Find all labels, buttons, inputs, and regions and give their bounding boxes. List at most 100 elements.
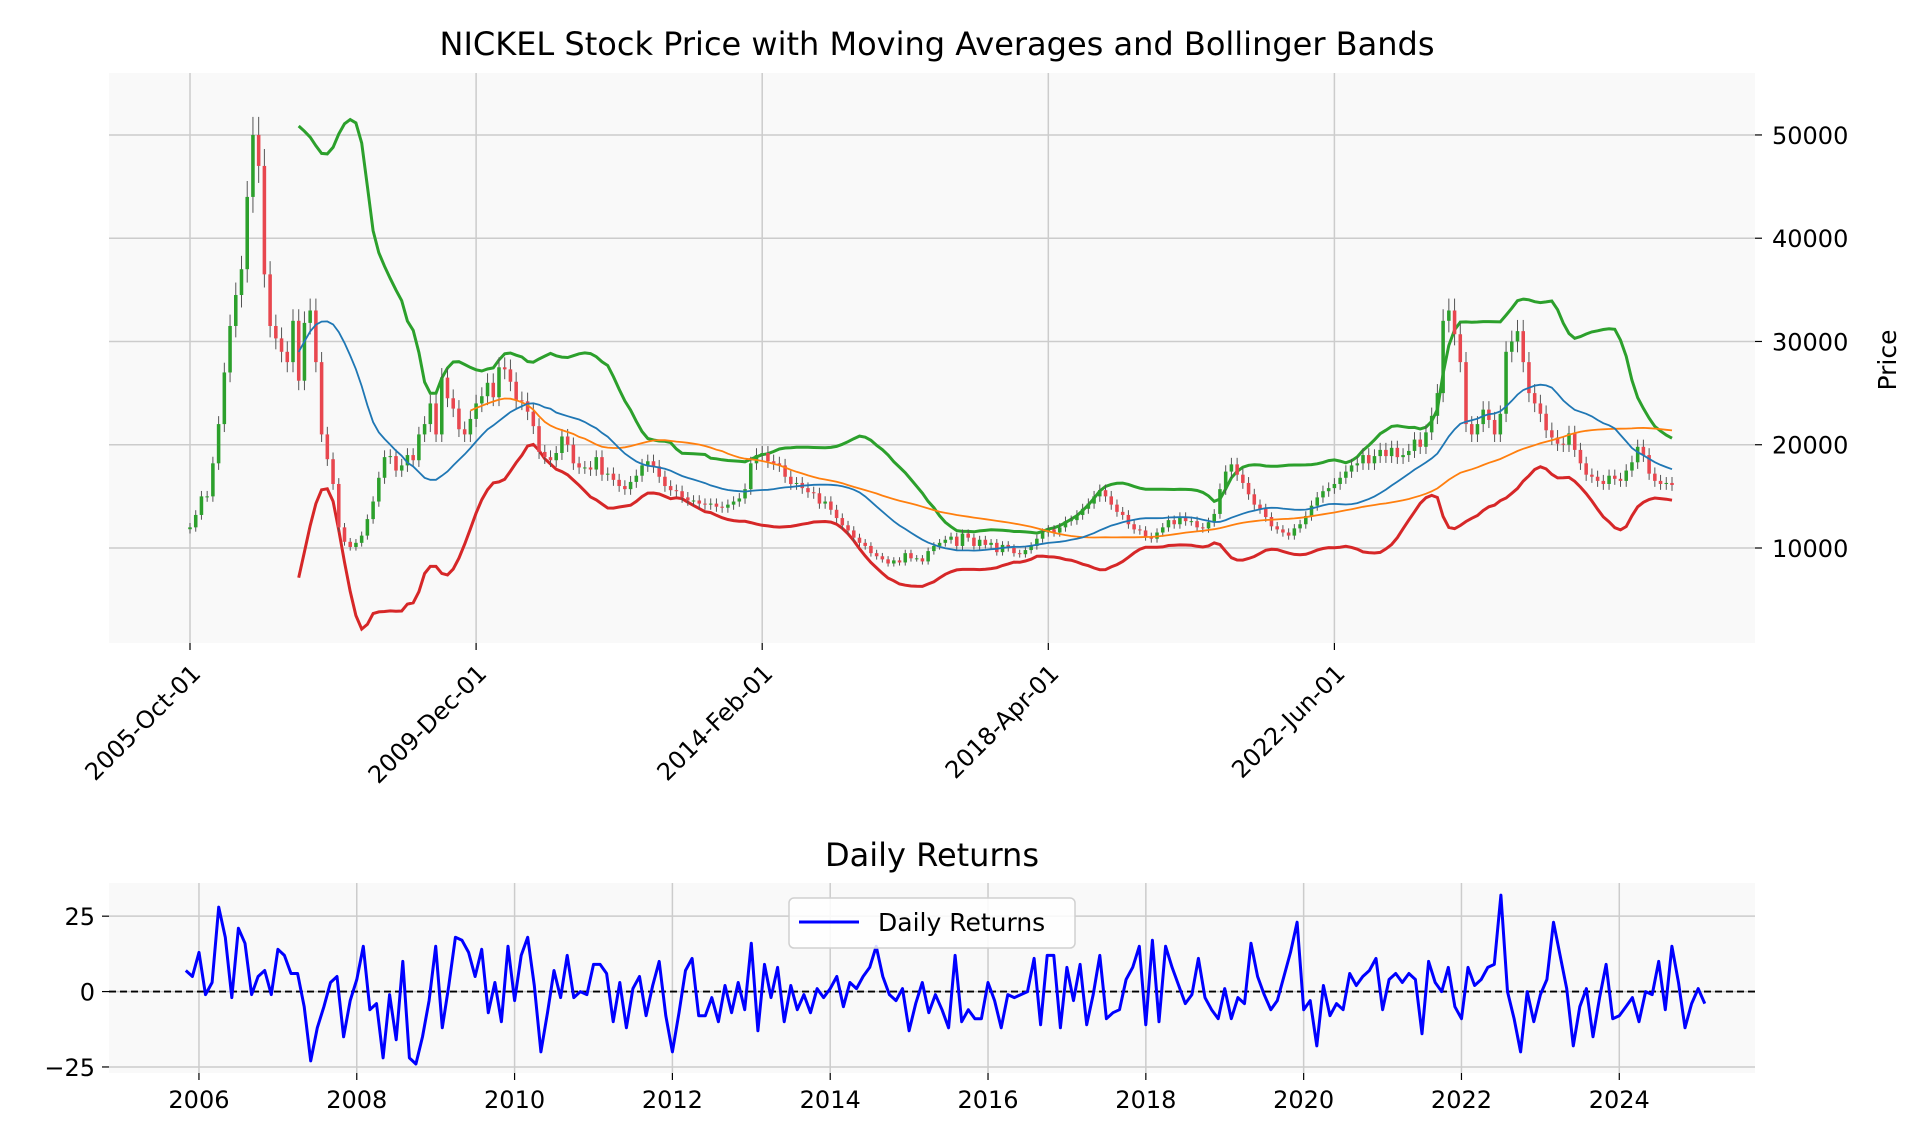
candlestick <box>291 309 295 373</box>
candlestick <box>1613 469 1617 485</box>
candle-body <box>737 498 742 502</box>
price-y-tick-label: 50000 <box>1772 122 1848 150</box>
candle-body <box>1418 439 1423 447</box>
candlestick <box>228 314 232 383</box>
candle-body <box>846 525 850 531</box>
candle-body <box>949 536 953 540</box>
moving-averages <box>297 320 1673 552</box>
candle-body <box>1429 415 1434 433</box>
candle-body <box>394 456 398 471</box>
candlestick <box>1424 424 1428 454</box>
candle-body <box>319 362 324 435</box>
returns-series <box>109 893 1755 1066</box>
candlestick <box>783 458 787 483</box>
candlestick <box>325 426 330 466</box>
candle-body <box>468 418 473 435</box>
candle-body <box>1195 521 1199 528</box>
candlestick <box>1252 488 1257 510</box>
candlestick <box>1584 456 1588 481</box>
candle-body <box>594 457 599 470</box>
candle-body <box>1653 473 1657 481</box>
candle-body <box>411 455 415 461</box>
candlestick <box>1052 525 1056 537</box>
candlestick <box>737 493 742 507</box>
candlestick <box>399 458 404 477</box>
candle-body <box>1555 437 1560 444</box>
candlestick <box>748 456 753 495</box>
candlestick <box>1286 528 1291 540</box>
candlestick <box>1241 468 1245 489</box>
candlesticks <box>188 116 1674 567</box>
candlestick <box>497 357 501 407</box>
candle-body <box>651 461 656 467</box>
candlestick <box>1132 519 1136 534</box>
candlestick <box>645 454 650 472</box>
returns-x-tick-label: 2016 <box>957 1086 1018 1114</box>
price-y-tick-label: 10000 <box>1772 535 1848 563</box>
candlestick <box>1630 455 1634 477</box>
candle-body <box>1469 424 1474 435</box>
candle-body <box>811 492 816 494</box>
candle-body <box>708 503 713 505</box>
candle-body <box>645 461 650 466</box>
candle-body <box>1498 413 1503 435</box>
candle-body <box>954 536 959 546</box>
candlestick <box>1120 506 1125 520</box>
candle-body <box>932 545 936 552</box>
candle-body <box>268 274 272 326</box>
price-panel-background <box>109 73 1755 643</box>
candle-body <box>548 457 553 461</box>
candlestick <box>468 410 473 443</box>
price-x-tick-label: 2009-Dec-01 <box>363 659 493 789</box>
candlestick <box>794 477 799 490</box>
candlestick <box>1389 440 1394 463</box>
candlestick <box>1115 499 1119 517</box>
candlestick <box>1378 442 1382 463</box>
candlestick <box>966 529 970 542</box>
candlestick <box>434 394 438 443</box>
candlestick <box>1595 470 1600 487</box>
candle-body <box>382 457 387 478</box>
candlestick <box>1664 477 1669 490</box>
candle-body <box>892 560 896 564</box>
candlestick <box>1532 384 1537 413</box>
candle-body <box>628 481 633 490</box>
candlestick <box>680 485 684 503</box>
candlestick <box>926 547 930 565</box>
candlestick <box>960 529 965 550</box>
candle-body <box>743 489 747 499</box>
candle-body <box>1670 482 1674 486</box>
candle-body <box>1595 476 1600 481</box>
candlestick <box>279 327 284 363</box>
candlestick <box>1160 523 1165 537</box>
candlestick <box>914 555 919 562</box>
candlestick <box>634 469 639 488</box>
candle-body <box>485 382 490 397</box>
candlestick <box>1384 442 1388 463</box>
candle-body <box>331 459 335 484</box>
moving-average-long <box>470 397 1673 539</box>
candle-body <box>903 553 908 563</box>
candle-body <box>714 503 719 507</box>
candlestick <box>668 480 673 496</box>
candle-body <box>726 504 730 508</box>
returns-x-tick-label: 2022 <box>1431 1086 1492 1114</box>
candlestick <box>628 475 633 495</box>
candle-body <box>359 535 364 543</box>
candlestick <box>995 539 999 556</box>
price-panel-grid <box>109 73 1755 643</box>
candlestick <box>1349 458 1354 478</box>
candlestick <box>686 492 690 506</box>
candlestick <box>1092 490 1096 509</box>
candlestick <box>892 557 896 567</box>
candlestick <box>262 148 267 288</box>
candlestick <box>1538 394 1543 423</box>
price-x-tick-label: 2022-Jun-01 <box>1226 659 1350 783</box>
candlestick <box>1429 407 1434 441</box>
candle-body <box>1315 497 1320 506</box>
candle-body <box>1120 511 1125 515</box>
candle-body <box>623 486 627 490</box>
moving-average-short <box>297 320 1673 552</box>
candle-body <box>851 530 856 538</box>
candle-body <box>783 465 787 477</box>
